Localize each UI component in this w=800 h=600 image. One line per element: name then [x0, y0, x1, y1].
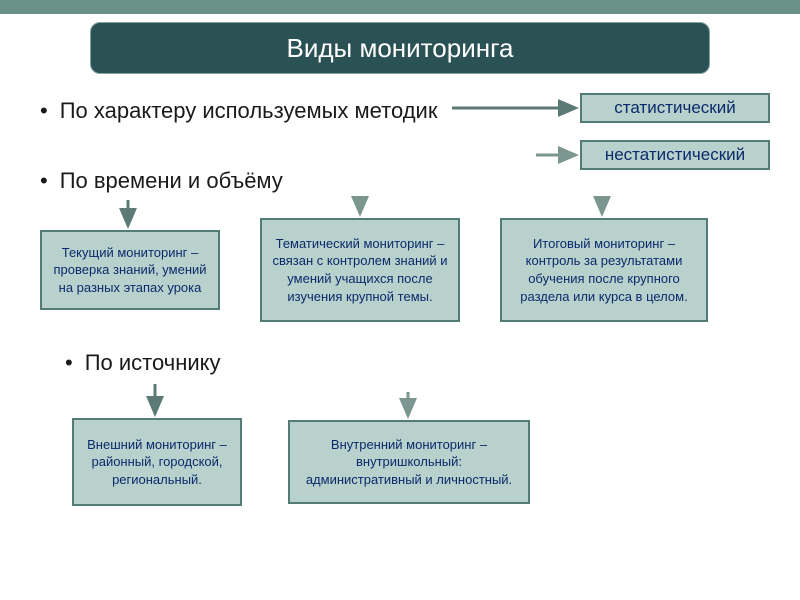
bullet-source: По источнику [65, 350, 221, 376]
tag-statistical: статистический [580, 93, 770, 123]
bullet-time: По времени и объёму [40, 168, 283, 194]
page-title: Виды мониторинга [90, 22, 710, 74]
box-source-external: Внешний мониторинг – районный, городской… [72, 418, 242, 506]
box-source-internal: Внутренний мониторинг – внутришкольный: … [288, 420, 530, 504]
header-bar [0, 0, 800, 14]
bullet-methods: По характеру используемых методик [40, 98, 437, 124]
box-time-thematic: Тематический мониторинг – связан с контр… [260, 218, 460, 322]
tag-nonstatistical: нестатистический [580, 140, 770, 170]
box-time-current: Текущий мониторинг – проверка знаний, ум… [40, 230, 220, 310]
box-time-final: Итоговый мониторинг – контроль за резуль… [500, 218, 708, 322]
